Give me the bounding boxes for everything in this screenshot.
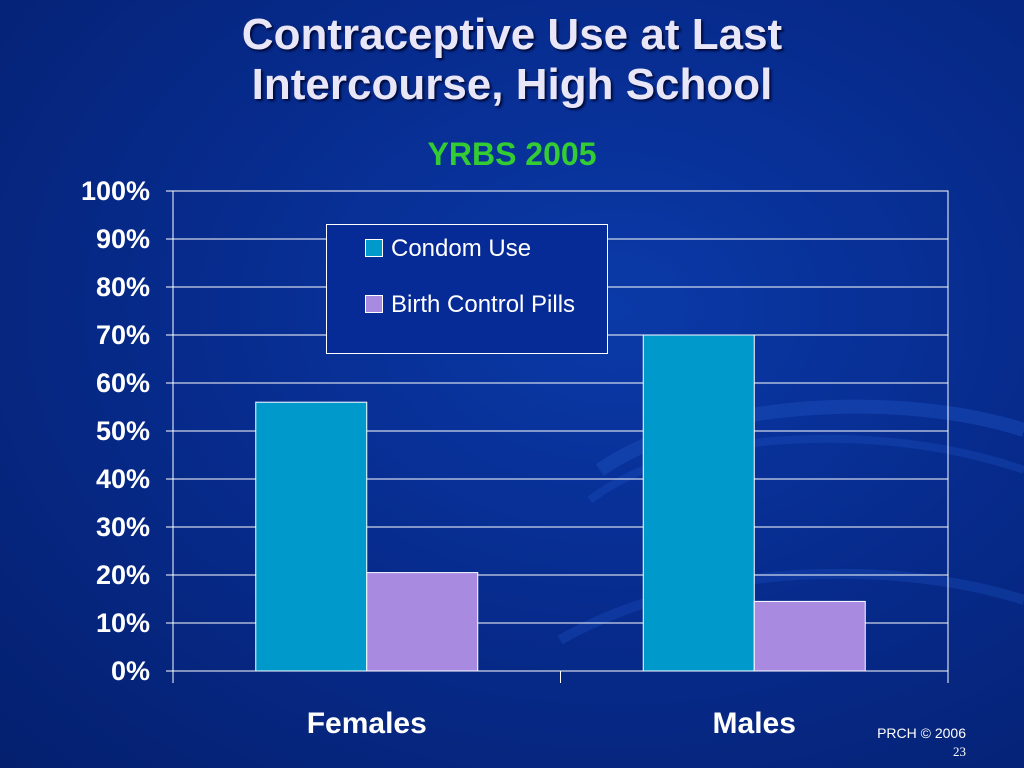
legend-item-condom-use: Condom Use	[365, 233, 591, 264]
legend-swatch-condom-use	[365, 239, 383, 257]
page-number: 23	[953, 744, 966, 759]
bar	[753, 600, 866, 672]
y-tick-label: 40%	[96, 464, 150, 494]
legend-swatch-birth-control-pills	[365, 295, 383, 313]
y-tick-label: 20%	[96, 560, 150, 590]
x-tick-label: Males	[713, 707, 796, 740]
y-tick-label: 10%	[96, 608, 150, 638]
y-tick-label: 0%	[111, 656, 150, 686]
y-tick-label: 100%	[81, 176, 150, 206]
y-tick-label: 60%	[96, 368, 150, 398]
slide-subtitle: YRBS 2005	[427, 136, 597, 172]
footer-copyright: PRCH © 2006	[877, 725, 966, 741]
legend-label-condom-use: Condom Use	[391, 235, 532, 262]
legend-label-birth-control-pills: Birth Control Pills	[391, 291, 576, 318]
title-line-1: Contraceptive Use at Last	[241, 10, 783, 59]
chart-legend: Condom Use Birth Control Pills	[326, 224, 608, 354]
y-tick-label: 30%	[96, 512, 150, 542]
bar	[255, 401, 368, 672]
x-tick-label: Females	[307, 707, 427, 740]
bar	[642, 334, 755, 672]
bar	[366, 572, 479, 672]
y-tick-label: 50%	[96, 416, 150, 446]
title-line-2: Intercourse, High School	[251, 60, 773, 109]
y-tick-label: 70%	[96, 320, 150, 350]
y-tick-label: 90%	[96, 224, 150, 254]
slide-title: Contraceptive Use at Last Intercourse, H…	[0, 10, 1024, 110]
legend-item-birth-control-pills: Birth Control Pills	[365, 289, 591, 320]
y-tick-label: 80%	[96, 272, 150, 302]
